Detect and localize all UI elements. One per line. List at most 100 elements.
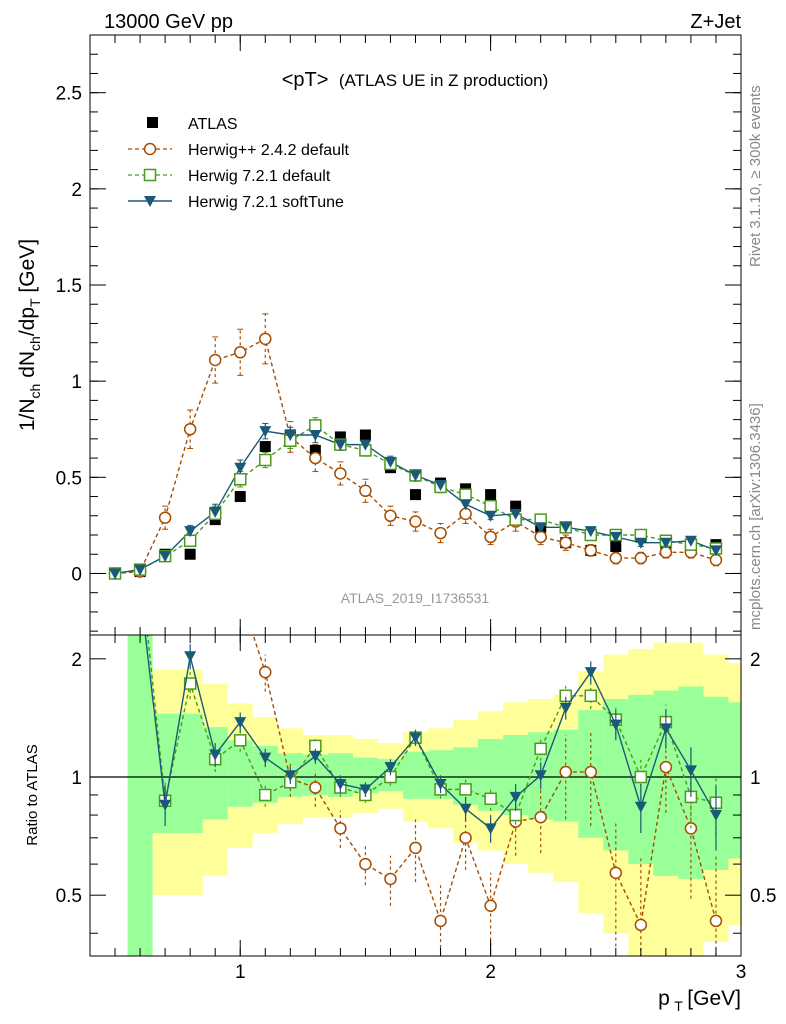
series-marker-2 [134,564,147,576]
ratio-marker-2 [334,778,347,790]
series-marker-2 [609,531,622,543]
ratio-marker-2 [534,770,547,782]
band-1sigma [402,751,429,799]
data-point [259,441,271,453]
band-1sigma [728,702,741,859]
series-marker-2 [559,522,572,534]
x-axis-label-main: p [658,987,670,1010]
ratio-marker-0 [659,760,673,774]
ratio-marker-1 [509,808,522,822]
ratio-marker-0 [484,899,497,912]
band-1sigma [453,747,479,805]
legend-marker-herwig721 [143,168,157,182]
legend-marker-herwigpp [143,142,157,156]
legend-label-herwigpp: Herwig++ 2.4.2 default [188,142,350,159]
ratio-marker-0 [459,831,472,845]
energy-label: 13000 GeV pp [104,11,233,33]
series-marker-1 [309,419,322,432]
ratio-marker-2 [259,752,272,764]
ratio-tick-label-left: 1 [71,768,82,789]
series-marker-2 [709,545,722,557]
ratio-line-2 [144,635,717,830]
series-marker-0 [309,451,322,465]
ratio-panel: 1 2 3 0.5 0.5 1 1 2 2 Ratio to ATLAS [24,585,776,983]
ratio-marker-0 [609,866,623,880]
ratio-marker-2 [134,585,146,596]
ratio-marker-0 [409,841,422,855]
ratio-marker-1 [233,734,247,747]
ratio-tick-label-right: 0.5 [750,886,776,907]
ratio-marker-1 [484,792,497,806]
series-marker-0 [559,536,572,549]
x-axis-label-unit: [GeV] [687,987,741,1010]
ratio-ticks: 1 2 3 0.5 0.5 1 1 2 2 [56,635,776,983]
series-marker-2 [409,470,422,482]
x-tick-label: 3 [736,962,747,983]
series-marker-2 [509,508,522,520]
series-marker-0 [233,346,247,359]
ratio-tick-label-left: 0.5 [56,886,82,907]
series-marker-2 [259,426,272,438]
series-line-0 [114,337,717,575]
series-marker-1 [259,453,272,467]
ratio-marker-2 [234,717,247,729]
series-marker-2 [234,462,247,474]
legend-marker-softtune [144,196,156,207]
data-point [309,444,321,456]
y-tick-label: 2 [71,180,82,201]
series-marker-0 [634,551,648,565]
ratio-marker-2 [284,770,297,782]
chart-title-sub: (ATLAS UE in Z production) [339,71,548,90]
series-marker-1 [233,472,247,486]
series-marker-2 [534,522,547,534]
ratio-marker-1 [259,788,272,802]
ratio-marker-0 [634,918,648,932]
mcplots-label: mcplots.cern.ch [arXiv:1306.3436] [747,403,764,630]
ratio-line-0 [252,635,717,928]
main-panel: 0 0.5 1 1.5 2 2.5 <pT> (ATLAS UE in Z product… [16,34,742,636]
data-point [610,541,622,553]
data-point [510,500,522,512]
series-marker-2 [634,537,647,549]
y-axis-label-part: [GeV] [16,239,39,299]
legend: ATLAS Herwig++ 2.4.2 default Herwig 7.2.… [128,116,350,211]
ratio-marker-2 [584,667,597,679]
series-marker-2 [184,526,197,538]
x-axis-label-sub: T [674,998,683,1014]
ratio-bands [90,635,741,956]
ratio-marker-0 [559,765,572,779]
series-marker-0 [409,515,422,528]
chart-title-main: <pT> [282,69,329,91]
ratio-tick-label-left: 2 [71,650,82,671]
ratio-marker-0 [259,665,272,679]
series-marker-2 [384,456,397,468]
ratio-marker-0 [534,810,547,824]
ratio-marker-2 [384,762,397,774]
series-marker-2 [209,506,222,518]
series-marker-2 [684,535,697,547]
y-tick-label: 0.5 [56,468,82,489]
ratio-marker-2 [509,791,522,803]
ratio-y-axis-label: Ratio to ATLAS [24,744,41,845]
y-axis-label-part: dN [16,351,39,384]
y-axis-label-part: 1/N [16,398,39,431]
series-marker-0 [259,332,272,346]
ratio-marker-0 [160,590,171,601]
ratio-marker-2 [359,784,372,796]
ratio-marker-0 [384,872,397,886]
ratio-marker-1 [634,770,648,784]
series-marker-0 [208,353,222,367]
y-axis-label-part: T [27,298,43,307]
series-marker-2 [109,568,122,580]
rivet-label: Rivet 3.1.10, ≥ 300k events [747,85,764,267]
series-marker-0 [584,544,598,557]
series-marker-2 [284,430,297,441]
series-marker-0 [158,511,172,524]
x-tick-label: 2 [485,962,496,983]
main-ticks: 0 0.5 1 1.5 2 2.5 [56,35,742,635]
analysis-id: ATLAS_2019_I1736531 [341,590,490,606]
ratio-marker-0 [334,822,347,835]
ratio-marker-2 [434,778,447,790]
series-marker-2 [434,480,447,491]
